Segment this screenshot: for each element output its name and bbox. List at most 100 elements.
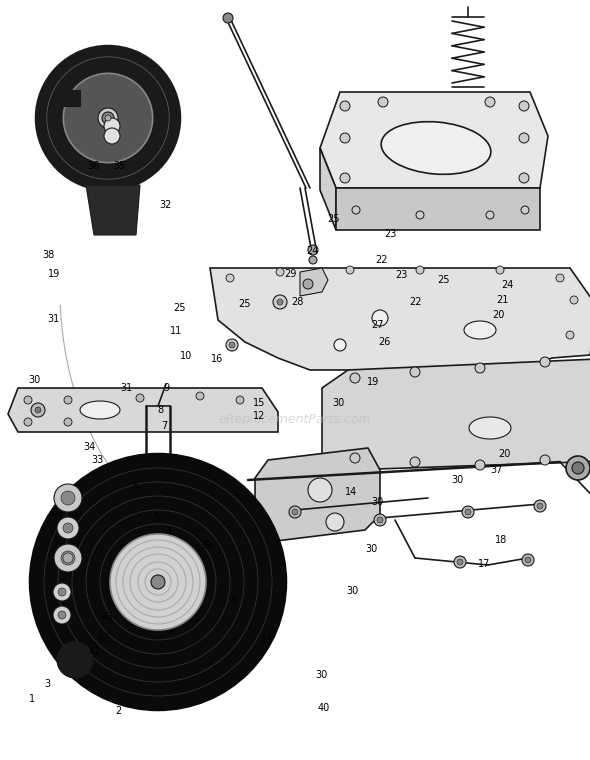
Text: 17: 17	[478, 559, 490, 569]
Text: 30: 30	[316, 670, 327, 680]
Circle shape	[475, 460, 485, 470]
Text: 40: 40	[317, 703, 329, 714]
Circle shape	[53, 606, 71, 624]
Circle shape	[454, 556, 466, 568]
Circle shape	[63, 74, 153, 163]
Text: 20: 20	[493, 310, 504, 321]
Text: 30: 30	[347, 586, 359, 597]
Ellipse shape	[464, 321, 496, 339]
Polygon shape	[255, 448, 380, 542]
Text: 1: 1	[30, 694, 35, 705]
Circle shape	[102, 112, 114, 124]
Circle shape	[334, 339, 346, 351]
Circle shape	[303, 279, 313, 289]
Circle shape	[229, 342, 235, 348]
Circle shape	[64, 418, 72, 426]
Circle shape	[540, 455, 550, 465]
Text: 6: 6	[232, 595, 238, 606]
Text: 16: 16	[211, 353, 223, 364]
Text: 35: 35	[113, 160, 125, 171]
Polygon shape	[320, 92, 548, 188]
Circle shape	[98, 108, 118, 128]
Circle shape	[416, 266, 424, 274]
Circle shape	[556, 274, 564, 282]
Circle shape	[57, 642, 93, 678]
Circle shape	[519, 101, 529, 111]
Circle shape	[30, 454, 286, 710]
Text: 32: 32	[159, 200, 171, 211]
Text: 25: 25	[173, 302, 186, 313]
Circle shape	[35, 407, 41, 413]
Text: 22: 22	[409, 297, 422, 308]
Circle shape	[485, 97, 495, 107]
Circle shape	[226, 274, 234, 282]
Circle shape	[519, 133, 529, 143]
Text: 3: 3	[44, 679, 50, 689]
Text: 27: 27	[371, 320, 384, 331]
Circle shape	[519, 173, 529, 183]
Circle shape	[346, 266, 354, 274]
Text: 42: 42	[97, 633, 109, 644]
Text: 25: 25	[327, 214, 340, 224]
Text: 8: 8	[158, 405, 163, 416]
Circle shape	[416, 211, 424, 219]
Text: 2: 2	[115, 705, 121, 716]
Text: 23: 23	[395, 270, 407, 280]
Polygon shape	[300, 268, 328, 296]
Circle shape	[24, 418, 32, 426]
Circle shape	[54, 484, 82, 512]
Circle shape	[522, 554, 534, 566]
Text: 31: 31	[47, 314, 59, 325]
Text: 19: 19	[48, 268, 60, 279]
Circle shape	[63, 523, 73, 533]
Circle shape	[350, 373, 360, 383]
Text: 25: 25	[437, 274, 450, 285]
Text: 7: 7	[161, 420, 167, 431]
Circle shape	[196, 392, 204, 400]
Circle shape	[410, 457, 420, 467]
Circle shape	[292, 509, 298, 515]
Circle shape	[534, 500, 546, 512]
Circle shape	[105, 115, 111, 121]
Circle shape	[326, 513, 344, 531]
Polygon shape	[210, 268, 590, 370]
Circle shape	[496, 266, 504, 274]
Circle shape	[308, 245, 318, 255]
Text: 24: 24	[307, 245, 319, 256]
Polygon shape	[8, 388, 278, 432]
Circle shape	[273, 295, 287, 309]
Text: 33: 33	[91, 454, 103, 465]
Circle shape	[377, 517, 383, 523]
Text: 19: 19	[367, 376, 379, 387]
Circle shape	[24, 396, 32, 404]
Circle shape	[340, 101, 350, 111]
Circle shape	[277, 299, 283, 305]
Circle shape	[63, 553, 73, 563]
Circle shape	[350, 453, 360, 463]
Circle shape	[31, 403, 45, 417]
Circle shape	[276, 268, 284, 276]
Ellipse shape	[469, 417, 511, 439]
Circle shape	[57, 517, 79, 539]
Text: 34: 34	[84, 442, 96, 452]
Circle shape	[378, 97, 388, 107]
Circle shape	[104, 118, 120, 134]
Text: 30: 30	[372, 496, 384, 507]
Circle shape	[289, 506, 301, 518]
Circle shape	[64, 396, 72, 404]
Circle shape	[475, 363, 485, 373]
Circle shape	[486, 211, 494, 219]
Text: 22: 22	[375, 255, 388, 265]
Text: 39: 39	[199, 540, 211, 551]
Polygon shape	[86, 185, 140, 235]
Circle shape	[309, 256, 317, 264]
Text: 30: 30	[333, 397, 345, 408]
Circle shape	[58, 588, 66, 596]
Text: 9: 9	[163, 382, 169, 393]
Polygon shape	[56, 90, 80, 106]
Text: 21: 21	[497, 295, 509, 306]
Text: 25: 25	[238, 299, 251, 309]
Text: 10: 10	[181, 350, 192, 361]
Circle shape	[110, 534, 206, 630]
Ellipse shape	[381, 122, 491, 174]
